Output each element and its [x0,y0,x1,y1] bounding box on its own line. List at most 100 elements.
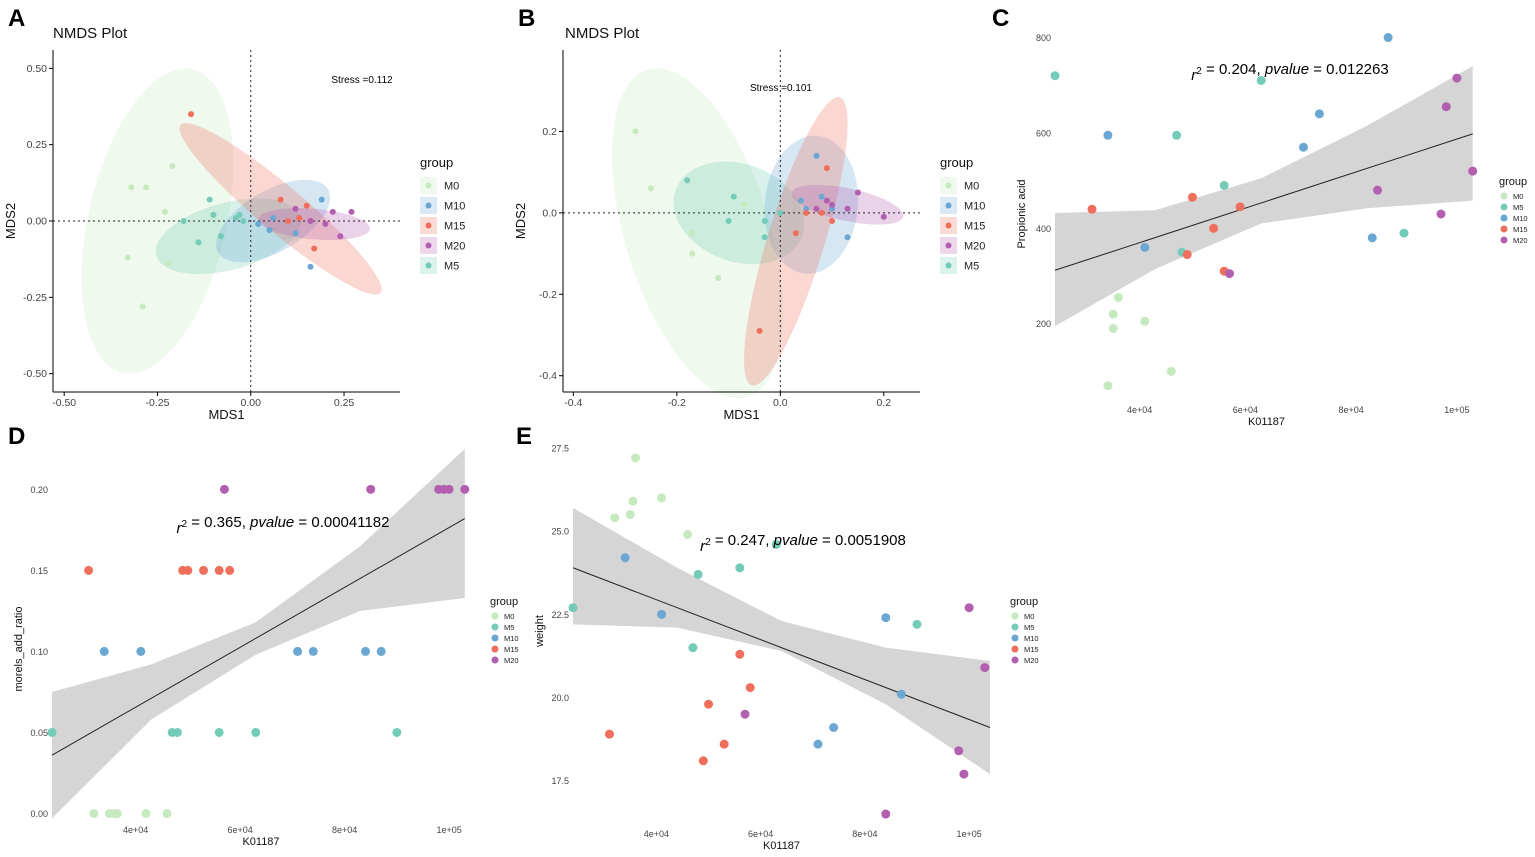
point-m5 [210,211,217,218]
confidence-band [52,448,465,819]
point-m5 [761,218,768,224]
legend-key-m5 [1500,203,1508,211]
legend-title: group [420,155,453,170]
annotation-part: = 0.365, [191,514,246,531]
point-m0 [632,128,639,135]
point-m0 [657,493,667,503]
point-m0 [715,275,722,281]
point-m20 [980,663,990,673]
point-m0 [1166,366,1176,376]
legend-key-m5 [1011,623,1019,631]
panel-d: D 4e+04 6e+04 8e+04 1e+05 0.20 0.15 0.10 0.05 0.0… [8,423,519,848]
point-m15 [199,565,209,575]
legend-label-m10: M10 [444,201,465,213]
annotation-part: r [1191,67,1197,84]
legend-key-m15 [1500,225,1508,233]
x-tick-label: 0.2 [876,397,891,409]
point-m5 [1256,75,1266,85]
point-m15 [277,196,284,203]
legend-key-m5 [491,623,499,631]
stress-annotation: Stress =0.101 [750,83,812,94]
legend: group M0 M5 M10 M15 M20 [1499,176,1528,245]
legend-label-m0: M0 [1513,192,1523,201]
point-m0 [161,208,168,215]
point-m5 [725,218,732,224]
point-m0 [647,185,654,192]
y-tick-label: -0.50 [23,368,47,380]
stress-annotation: Stress =0.112 [331,75,393,86]
point-m5 [1219,180,1229,190]
x-tick-label: 8e+04 [332,825,357,835]
y-tick-label: 27.5 [551,443,569,453]
y-tick-label: 25.0 [551,527,569,537]
legend-label-m20: M20 [964,241,985,253]
point-m15 [285,218,292,224]
point-m20 [813,205,820,212]
legend-key-m0 [491,612,499,620]
y-tick-label: 0.00 [27,216,48,228]
y-axis-title: Propionic acid [1016,179,1028,248]
annotation-part: = 0.204, [1206,61,1261,78]
point-m0 [128,184,135,191]
regression-line [51,518,466,756]
annotation-part: pvalue [773,532,818,549]
panel-label: E [516,423,532,450]
point-m20 [366,484,376,494]
point-m5 [1172,130,1182,140]
point-m10 [361,646,370,656]
y-tick-label: 22.5 [551,610,569,620]
point-m15 [183,565,193,575]
point-m0 [683,530,693,539]
point-m0 [741,201,748,208]
x-tick-label: 4e+04 [1127,405,1152,415]
point-m20 [219,484,229,494]
point-m10 [620,553,630,563]
panel-b: B NMDS Plot -0.4 -0.2 0.0 0.2 0.2 0.0 -0.2 -0.4 MD… [513,5,985,422]
point-m5 [240,218,247,224]
point-m5 [1050,71,1060,81]
legend-title: group [1010,596,1038,608]
y-tick-label: -0.4 [539,370,557,382]
point-m10 [255,221,262,228]
legend-key-m20 [491,656,499,664]
point-m20 [329,208,336,215]
point-m20 [444,484,454,494]
legend-key-m20 [1011,656,1019,664]
point-m15 [745,683,755,693]
point-m15 [698,756,708,766]
point-m20 [1436,209,1446,219]
point-m0 [1103,381,1113,391]
annotation-part: 2 [182,519,188,530]
legend-key-m10 [1500,214,1508,222]
ellipse-m0 [81,68,234,374]
legend-key-m0 [945,182,952,189]
x-tick-label: 8e+04 [852,829,877,839]
point-m15 [704,699,714,709]
point-m0 [169,163,176,170]
x-tick-label: 6e+04 [748,829,773,839]
point-m10 [1367,233,1377,243]
x-axis-title: K01187 [1248,416,1285,428]
point-m0 [141,809,151,819]
y-tick-label: 0.0 [542,207,557,219]
legend-label-m15: M15 [504,645,519,654]
point-m5 [912,619,922,629]
y-axis-title: MDS2 [3,203,18,239]
plot-title: NMDS Plot [565,25,640,42]
point-m10 [1299,142,1309,152]
point-m20 [854,189,861,196]
point-m5 [684,177,691,184]
legend-key-m5 [425,262,432,269]
point-m15 [719,739,729,749]
point-m0 [165,260,172,267]
point-m10 [318,196,325,203]
legend-label-m0: M0 [444,181,459,193]
ellipse-m15 [179,123,382,295]
point-m10 [1314,109,1324,119]
annotation-part: 2 [705,537,711,548]
y-axis-title: weight [534,615,546,648]
annotation-part: = 0.247, [715,532,770,549]
legend-label-m5: M5 [964,261,979,273]
x-tick-label: -0.25 [146,397,170,409]
legend-label-m20: M20 [444,241,465,253]
